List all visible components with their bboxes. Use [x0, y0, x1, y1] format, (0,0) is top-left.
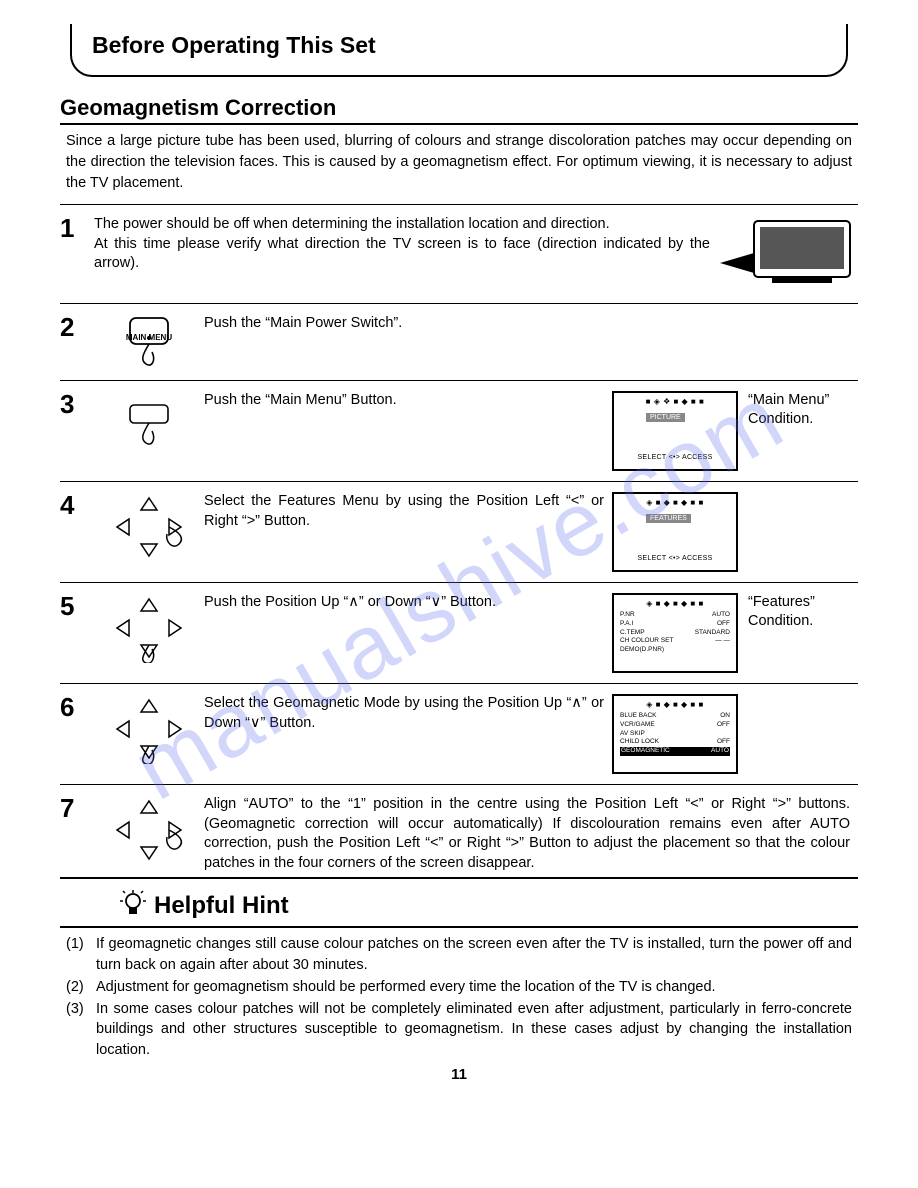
step-row: 6 Select the Geomagnetic Mode by using t… [60, 690, 858, 776]
osd-screenshot: ◈ ■ ◆ ■ ◆ ■ ■ P.NRAUTO P.A.IOFF C.TEMPST… [612, 593, 742, 673]
step-row: 2 Push the “Main Power Switch”. [60, 310, 858, 372]
hint-text: If geomagnetic changes still cause colou… [96, 934, 852, 975]
divider [60, 481, 858, 482]
divider [60, 683, 858, 684]
step-row: 7 Align “AUTO” to the “1” position in th… [60, 791, 858, 875]
osd-icons: ◈ ■ ◆ ■ ◆ ■ ■ [614, 599, 736, 608]
tv-illustration [718, 215, 858, 293]
hint-item: (2)Adjustment for geomagnetism should be… [66, 977, 852, 997]
dpad-down-icon [94, 593, 204, 663]
step-text: The power should be off when determining… [94, 215, 718, 274]
section-intro: Since a large picture tube has been used… [66, 131, 852, 194]
dpad-right-icon [94, 492, 204, 562]
hints-list: (1)If geomagnetic changes still cause co… [60, 934, 858, 1060]
main-menu-button-icon: MAIN MENU [94, 391, 204, 451]
osd-icons: ◈ ■ ◆ ■ ◆ ■ ■ [614, 498, 736, 507]
hint-heading-row: Helpful Hint [120, 889, 858, 922]
step-text: Select the Features Menu by using the Po… [204, 492, 612, 531]
osd-screenshot: ◈ ■ ◆ ■ ◆ ■ ■ BLUE BACKON VCR/GAMEOFF AV… [612, 694, 742, 774]
step-number: 5 [60, 593, 94, 619]
page: manualshive.com Before Operating This Se… [0, 0, 918, 1188]
osd-screenshot: ■ ◈ ❖ ■ ◆ ■ ■ PICTURE SELECT <•> ACCESS [612, 391, 742, 471]
step-number: 1 [60, 215, 94, 241]
osd-footer: SELECT <•> ACCESS [614, 454, 736, 461]
hint-text: Adjustment for geomagnetism should be pe… [96, 977, 716, 997]
osd-icons: ■ ◈ ❖ ■ ◆ ■ ■ [614, 397, 736, 406]
step-text: Push the “Main Power Switch”. [204, 314, 612, 334]
step-number: 3 [60, 391, 94, 417]
page-title: Before Operating This Set [92, 32, 826, 59]
step-row: 1 The power should be off when determini… [60, 211, 858, 295]
step-number: 6 [60, 694, 94, 720]
osd-label: PICTURE [646, 413, 685, 422]
dpad-down-icon [94, 694, 204, 764]
hint-text: In some cases colour patches will not be… [96, 999, 852, 1060]
step-row: 4 Select the Features Menu by using the … [60, 488, 858, 574]
condition-label: “Main Menu” Condition. [742, 391, 858, 429]
power-switch-icon [94, 314, 204, 370]
main-menu-caption: MAIN MENU [126, 333, 172, 342]
osd-screenshot: ◈ ■ ◆ ■ ◆ ■ ■ FEATURES SELECT <•> ACCESS [612, 492, 742, 572]
section-heading: Geomagnetism Correction [60, 95, 858, 121]
step-text: Align “AUTO” to the “1” position in the … [204, 795, 858, 873]
divider [60, 582, 858, 583]
divider [60, 784, 858, 785]
condition-label: “Features” Condition. [742, 593, 858, 631]
divider [60, 204, 858, 205]
step-text: Push the “Main Menu” Button. [204, 391, 612, 411]
step-text: Push the Position Up “∧” or Down “∨” But… [204, 593, 612, 613]
hint-number: (2) [66, 977, 96, 997]
page-number: 11 [60, 1066, 858, 1083]
divider [60, 926, 858, 928]
osd-rows: P.NRAUTO P.A.IOFF C.TEMPSTANDARD CH COLO… [620, 611, 730, 655]
header-box: Before Operating This Set [70, 24, 848, 77]
dpad-right-icon [94, 795, 204, 865]
lightbulb-icon [120, 889, 146, 922]
osd-icons: ◈ ■ ◆ ■ ◆ ■ ■ [614, 700, 736, 709]
step-text: Select the Geomagnetic Mode by using the… [204, 694, 612, 733]
divider [60, 380, 858, 381]
divider [60, 303, 858, 304]
hint-heading: Helpful Hint [154, 892, 289, 920]
step-number: 2 [60, 314, 94, 340]
osd-rows: BLUE BACKON VCR/GAMEOFF AV SKIP CHILD LO… [620, 712, 730, 756]
divider [60, 877, 858, 879]
hint-item: (3)In some cases colour patches will not… [66, 999, 852, 1060]
step-number: 4 [60, 492, 94, 518]
hint-item: (1)If geomagnetic changes still cause co… [66, 934, 852, 975]
hint-number: (1) [66, 934, 96, 975]
heading-rule [60, 123, 858, 125]
step-row: 5 Push the Position Up “∧” or Down “∨” B… [60, 589, 858, 675]
osd-label: FEATURES [646, 514, 691, 523]
hint-number: (3) [66, 999, 96, 1060]
step-number: 7 [60, 795, 94, 821]
step-row: 3 MAIN MENU Push the “Main Menu” Button.… [60, 387, 858, 473]
section: Geomagnetism Correction Since a large pi… [60, 95, 858, 1083]
osd-footer: SELECT <•> ACCESS [614, 555, 736, 562]
